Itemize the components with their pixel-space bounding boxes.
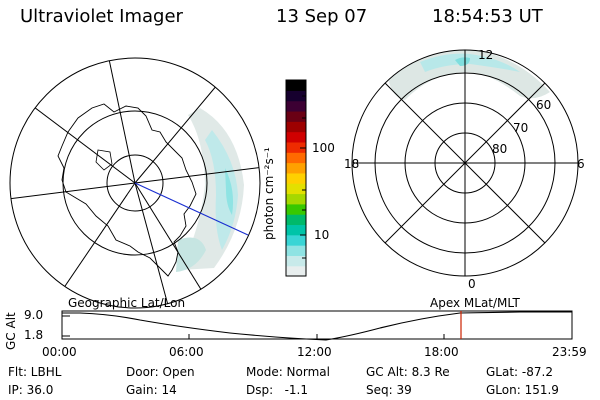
colorbar-cell: [286, 245, 306, 256]
dsp-info: Dsp: -1.1: [246, 383, 309, 397]
altitude-xtick-0000: 00:00: [42, 345, 77, 359]
colorbar-cell: [286, 265, 306, 277]
altitude-ytick-1-8: 1.8: [24, 328, 44, 342]
mode-info: Mode: Normal: [246, 365, 330, 379]
aurora-emission-geo: [176, 108, 244, 272]
instrument-title: Ultraviolet Imager: [20, 6, 183, 27]
colorbar-cell: [286, 141, 306, 153]
mlt-label-bottom: 0: [468, 277, 476, 291]
altitude-plot: [61, 310, 573, 341]
time-label: 18:54:53 UT: [432, 6, 543, 27]
colorbar-unit-label: photon cm⁻²s⁻¹: [262, 147, 276, 240]
magnetic-map: [351, 49, 579, 277]
geo-map-label: Geographic Lat/Lon: [68, 296, 186, 310]
altitude-xtick-0600: 06:00: [169, 345, 204, 359]
mlat-label-70: 70: [513, 121, 529, 135]
colorbar-cell: [286, 203, 306, 215]
altitude-ylabel: GC Alt: [4, 312, 18, 350]
colorbar-cell: [286, 121, 306, 133]
colorbar-cell: [286, 255, 306, 267]
mlt-label-top: 12: [478, 48, 494, 62]
colorbar-cell: [286, 162, 306, 174]
colorbar-cell: [286, 80, 306, 91]
glat-info: GLat: -87.2: [486, 365, 553, 379]
antarctica-coastline: [57, 103, 197, 277]
altitude-xtick-2359: 23:59: [552, 345, 587, 359]
date-label: 13 Sep 07: [276, 6, 368, 27]
gain-info: Gain: 14: [126, 383, 177, 397]
ip-info: IP: 36.0: [8, 383, 54, 397]
colorbar-frame: [285, 79, 307, 277]
satellite-track-line: [134, 182, 249, 236]
colorbar-cell: [286, 193, 306, 205]
colorbar-cell: [286, 100, 306, 112]
colorbar-cell: [286, 152, 306, 164]
colorbar-cell: [286, 131, 306, 143]
altitude-xtick-1800: 18:00: [424, 345, 459, 359]
mag-map-label: Apex MLat/MLT: [430, 296, 520, 310]
geographic-map: [9, 57, 261, 309]
mlat-label-80: 80: [492, 142, 508, 156]
mlat-label-60: 60: [536, 98, 552, 112]
seq-info: Seq: 39: [366, 383, 412, 397]
door-info: Door: Open: [126, 365, 195, 379]
colorbar: [286, 80, 306, 277]
altitude-curve: [62, 311, 572, 341]
colorbar-cell: [286, 224, 306, 236]
colorbar-tick-100: 100: [312, 141, 335, 155]
gc-alt-info: GC Alt: 8.3 Re: [366, 365, 450, 379]
colorbar-cell: [286, 234, 306, 246]
altitude-xtick-1200: 12:00: [297, 345, 332, 359]
glon-info: GLon: 151.9: [486, 383, 559, 397]
colorbar-cell: [286, 90, 306, 102]
mlt-lines: [352, 50, 578, 276]
colorbar-cell: [286, 172, 306, 184]
colorbar-tick-10: 10: [314, 228, 330, 242]
filter-info: Flt: LBHL: [8, 365, 62, 379]
mlt-label-left: 18: [344, 157, 360, 171]
altitude-ytick-9: 9.0: [24, 308, 44, 322]
mlt-label-right: 6: [577, 157, 585, 171]
aurora-emission-mag: [388, 50, 550, 100]
colorbar-cell: [286, 214, 306, 226]
colorbar-cell: [286, 110, 306, 122]
colorbar-cell: [286, 183, 306, 195]
